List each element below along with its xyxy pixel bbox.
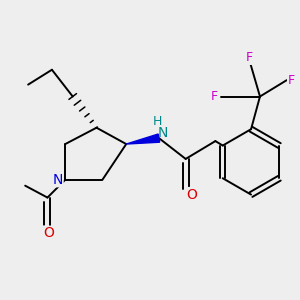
Text: F: F [246,51,253,64]
Text: N: N [53,173,63,187]
Text: O: O [186,188,197,202]
Text: F: F [210,90,218,103]
Polygon shape [126,134,160,144]
Text: H: H [153,115,162,128]
Text: N: N [157,126,168,140]
Text: O: O [44,226,54,240]
Text: F: F [288,74,295,87]
